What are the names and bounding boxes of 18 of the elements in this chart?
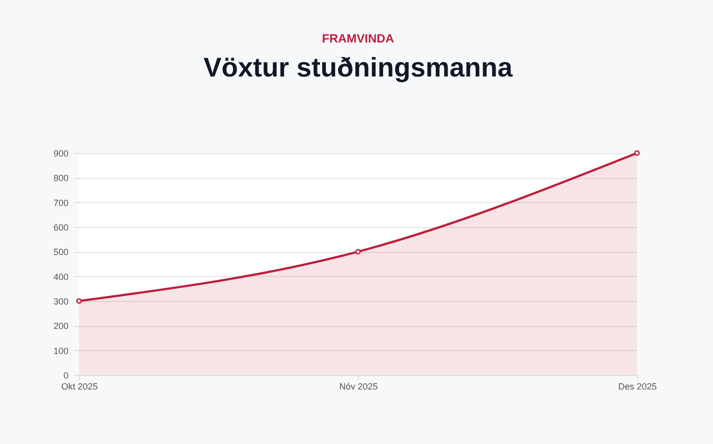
x-tick-label: Okt 2025	[61, 382, 98, 392]
point	[76, 298, 82, 304]
y-tick-label: 0	[63, 370, 68, 380]
y-tick-label: 600	[53, 222, 68, 232]
chart-subtitle: FRAMVINDA	[322, 31, 394, 46]
y-tick-label: 300	[53, 296, 68, 306]
y-tick-label: 400	[53, 272, 68, 282]
y-tick-label: 900	[53, 148, 68, 158]
y-tick-label: 800	[53, 173, 68, 184]
y-tick-label: 100	[53, 346, 68, 356]
chart-title: Vöxtur stuðningsmanna	[203, 52, 514, 82]
y-tick-label: 700	[53, 198, 68, 208]
point	[355, 248, 361, 254]
x-tick-label: Nóv 2025	[339, 382, 378, 392]
x-tick-label: Des 2025	[618, 382, 657, 392]
point	[634, 150, 640, 156]
y-tick-label: 500	[53, 247, 68, 258]
y-tick-label: 200	[53, 321, 68, 332]
